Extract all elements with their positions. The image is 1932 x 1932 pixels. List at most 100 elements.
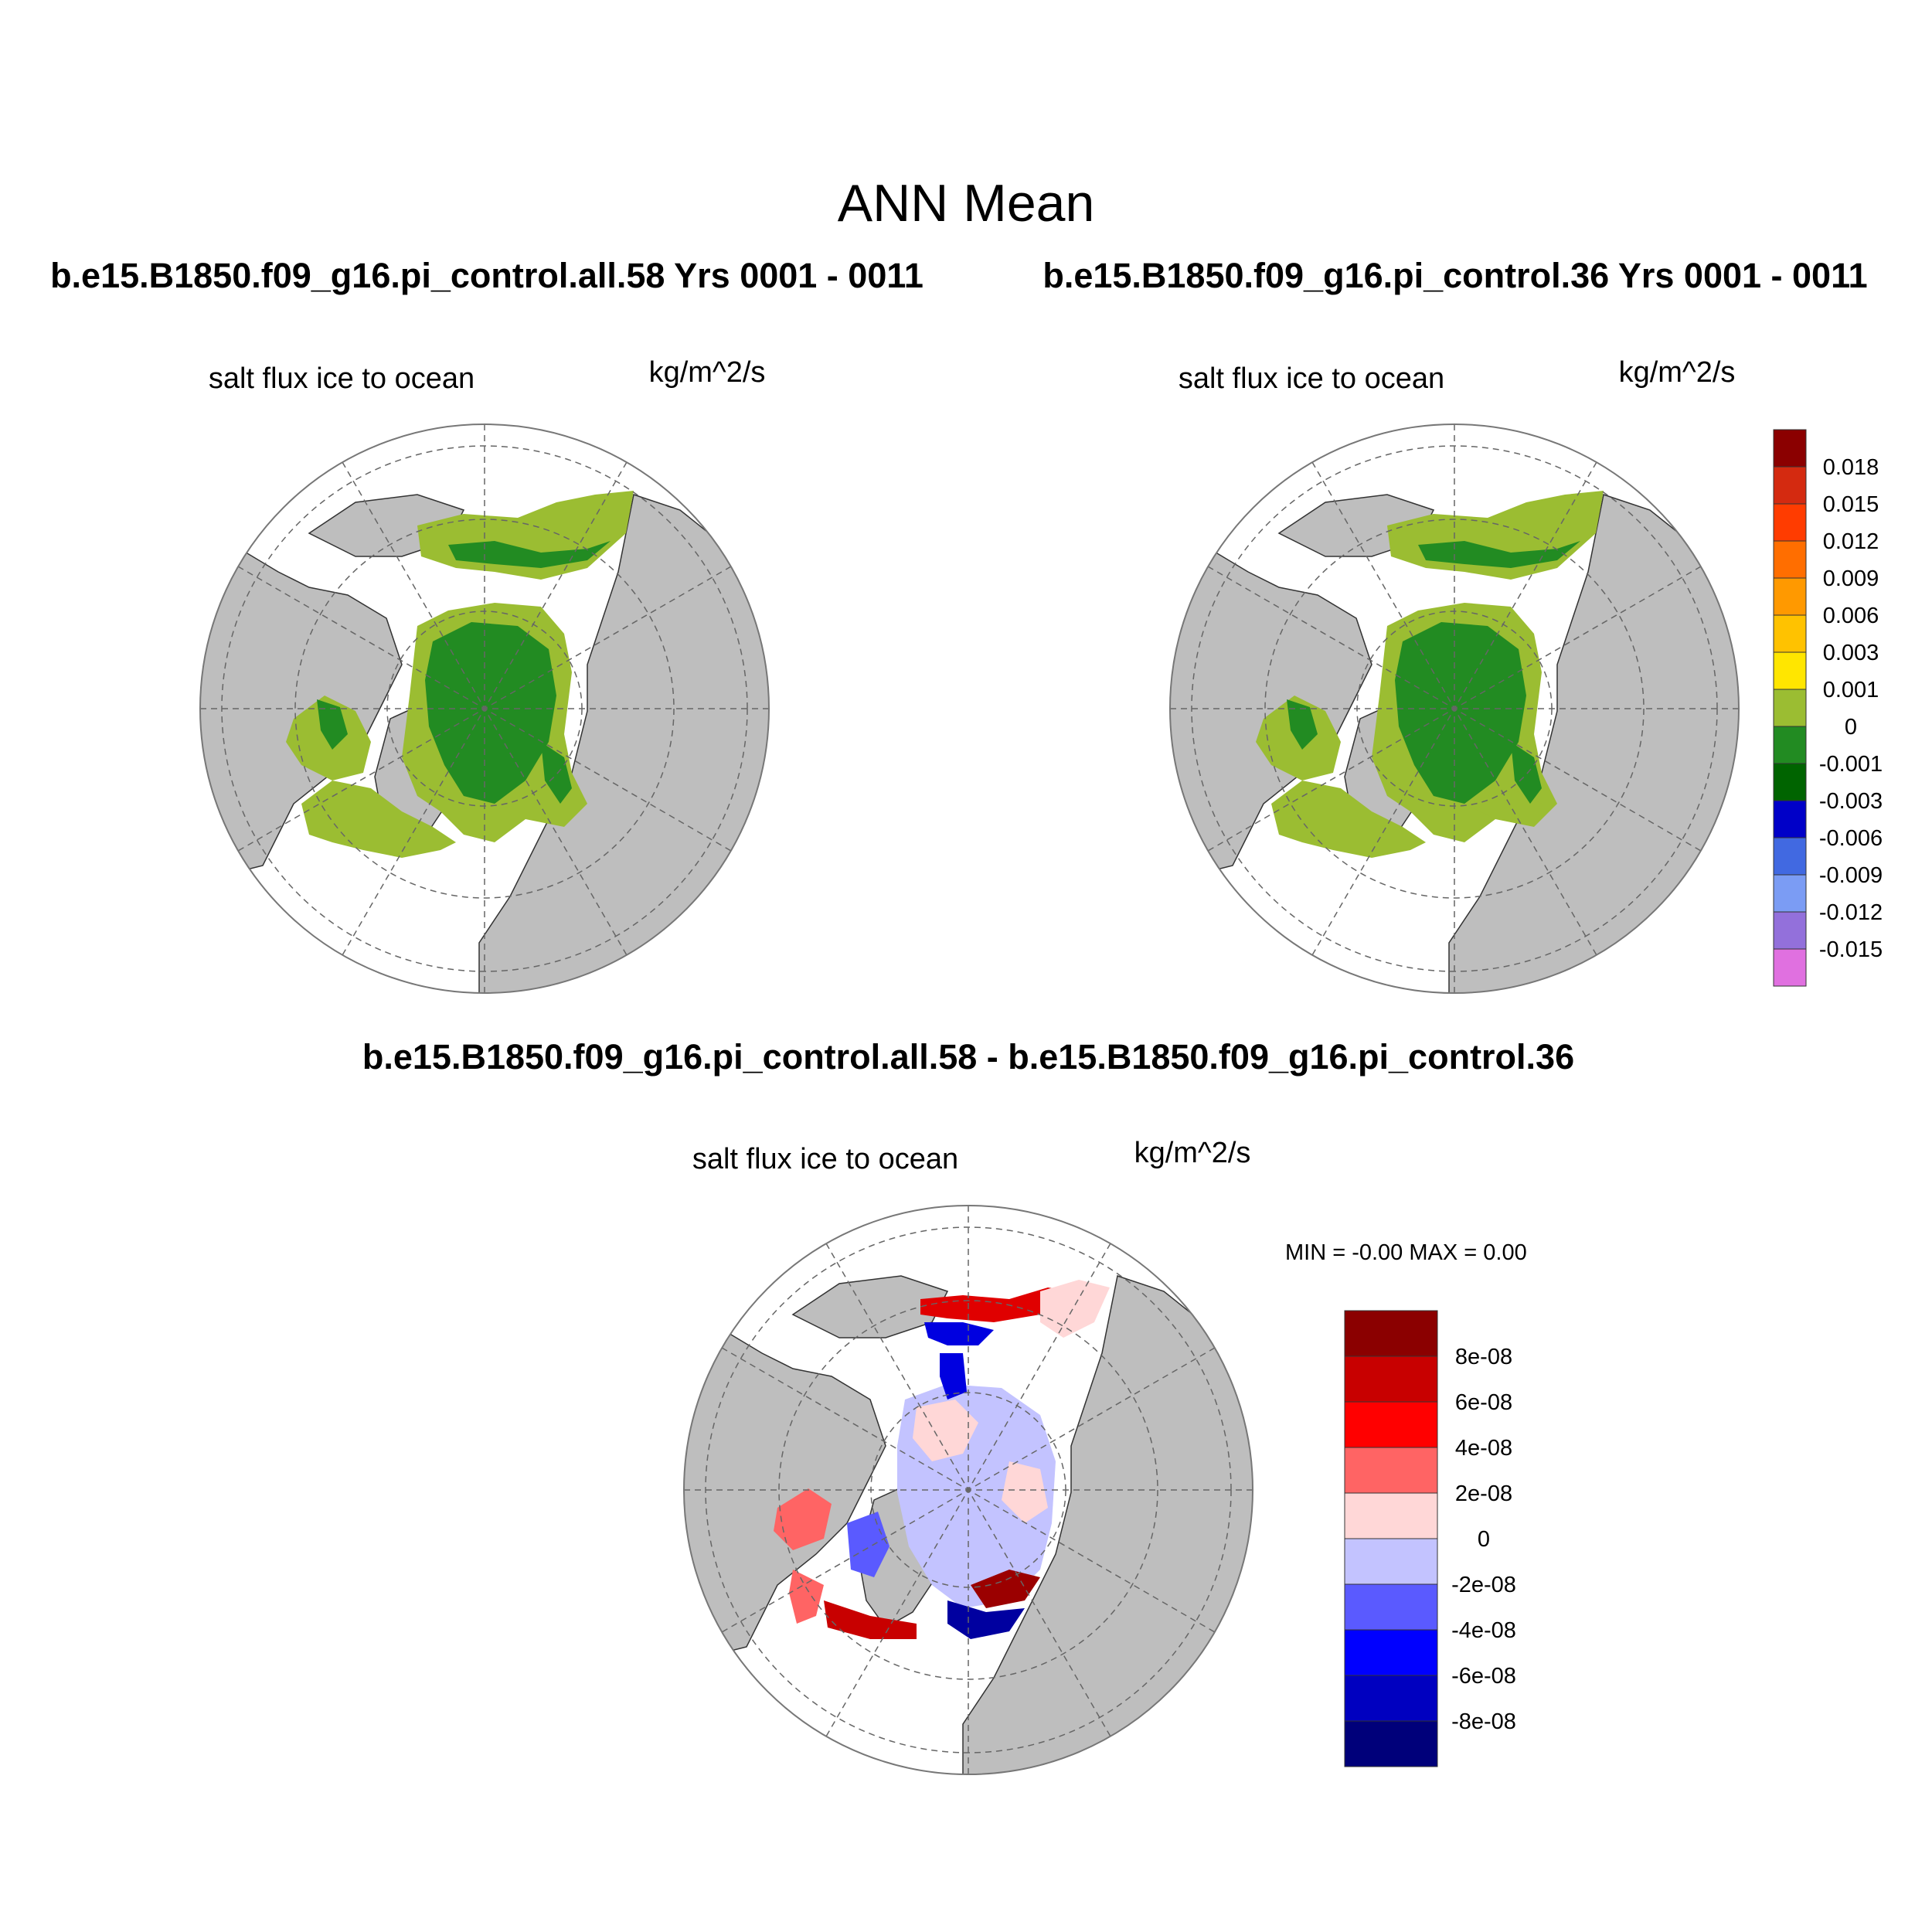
colorbar-tick-label: 6e-08	[1455, 1390, 1512, 1415]
colorbar-tick-label: -0.015	[1819, 937, 1883, 962]
diff-light-red-patch	[913, 1400, 978, 1461]
colorbar-tick-label: 2e-08	[1455, 1481, 1512, 1506]
sea-ice-field	[1256, 491, 1604, 858]
colorbar-box	[1773, 763, 1807, 801]
colorbar-box	[1773, 577, 1807, 616]
colorbar-tick-label: -8e-08	[1451, 1709, 1516, 1734]
colorbar-box	[1344, 1447, 1438, 1494]
colorbar-box	[1344, 1675, 1438, 1722]
colorbar-box	[1344, 1492, 1438, 1539]
latitude-circle-60	[778, 1300, 1158, 1680]
field-label-top-left: salt flux ice to ocean	[209, 362, 474, 395]
colorbar-box	[1773, 503, 1807, 542]
polar-map-top-right	[1169, 423, 1740, 994]
diff-red-west	[789, 1570, 824, 1624]
map-gridlines	[684, 1206, 1253, 1774]
diff-red-north	[920, 1287, 1071, 1322]
meridian-150	[1207, 566, 1702, 852]
difference-field	[774, 1280, 1110, 1639]
ice-neg-central	[425, 622, 556, 804]
ice-pos-barents	[1464, 788, 1542, 819]
units-top-right: kg/m^2/s	[1619, 356, 1736, 389]
colorbar-tick-label: 0.009	[1823, 566, 1879, 591]
field-label-top-right: salt flux ice to ocean	[1179, 362, 1444, 395]
colorbar-box	[1773, 726, 1807, 764]
polar-map-top-left	[199, 423, 770, 994]
ice-neg-east	[541, 742, 572, 804]
diff-red-labrador	[774, 1488, 832, 1550]
colorbar-box	[1773, 651, 1807, 690]
colorbar-box	[1773, 689, 1807, 727]
map-border	[1169, 423, 1740, 994]
colorbar-box	[1773, 466, 1807, 505]
colorbar-tick-label: 0	[1845, 715, 1857, 740]
colorbar-box	[1773, 614, 1807, 653]
colorbar-box	[1344, 1355, 1438, 1403]
map-gridlines	[1170, 424, 1739, 993]
colorbar-tick-label: -0.001	[1819, 752, 1883, 777]
colorbar-tick-label: -0.012	[1819, 900, 1883, 925]
land-masses	[684, 1275, 1253, 1774]
colorbar-box	[1344, 1720, 1438, 1767]
colorbar-tick-label: -0.003	[1819, 789, 1883, 814]
units-bottom: kg/m^2/s	[1134, 1137, 1251, 1169]
diff-blue-north	[924, 1322, 994, 1345]
meridian-150	[721, 1347, 1216, 1633]
colorbar-box	[1344, 1583, 1438, 1631]
latitude-circle-60	[294, 519, 675, 899]
main-title: ANN Mean	[838, 174, 1095, 233]
colorbar-tick-label: -0.006	[1819, 826, 1883, 851]
sea-ice-field	[286, 491, 634, 858]
colorbar-tick-label: 0.006	[1823, 604, 1879, 628]
colorbar-tick-label: -4e-08	[1451, 1618, 1516, 1643]
field-label-bottom: salt flux ice to ocean	[692, 1143, 958, 1175]
diff-light-red-patch-2	[1002, 1461, 1048, 1523]
ice-pos-labrador	[301, 781, 456, 858]
colorbar-box	[1773, 948, 1807, 987]
colorbar-top: 0.018 0.015 0.012 0.009 0.006 0.003 0.001 0 -0.0…	[1773, 429, 1883, 987]
colorbar-tick-label: 0	[1478, 1527, 1490, 1552]
ice-neg-east	[1511, 742, 1542, 804]
colorbar-box	[1344, 1629, 1438, 1676]
colorbar-box	[1344, 1310, 1438, 1357]
minmax-text: MIN = -0.00 MAX = 0.00	[1285, 1240, 1527, 1265]
colorbar-box	[1773, 874, 1807, 913]
diff-blue-strait	[940, 1353, 967, 1400]
map-border	[683, 1205, 1253, 1775]
map-gridlines	[200, 424, 769, 993]
colorbar-tick-label: 4e-08	[1455, 1436, 1512, 1461]
colorbar-tick-label: 0.015	[1823, 492, 1879, 517]
colorbar-tick-label: 0.012	[1823, 529, 1879, 554]
colorbar-tick-label: -0.009	[1819, 863, 1883, 888]
colorbar-tick-label: 0.018	[1823, 455, 1879, 480]
colorbar-tick-label: -2e-08	[1451, 1573, 1516, 1597]
polar-map-difference	[683, 1205, 1253, 1775]
colorbar-tick-label: -6e-08	[1451, 1664, 1516, 1689]
diff-darkred-barents	[971, 1570, 1040, 1608]
latitude-circle-60	[1264, 519, 1645, 899]
ice-neg-west	[1287, 699, 1318, 750]
colorbar-box	[1773, 540, 1807, 579]
ice-neg-central	[1395, 622, 1526, 804]
map-border	[199, 423, 770, 994]
case-title-top-left: b.e15.B1850.f09_g16.pi_control.all.58 Yr…	[50, 256, 923, 295]
colorbar-tick-label: 0.001	[1823, 678, 1879, 702]
case-title-bottom: b.e15.B1850.f09_g16.pi_control.all.58 - …	[362, 1037, 1574, 1077]
colorbar-box	[1773, 800, 1807, 838]
colorbar-box	[1344, 1538, 1438, 1585]
colorbar-tick-label: 8e-08	[1455, 1345, 1512, 1369]
diff-blue-baffin	[847, 1512, 889, 1577]
colorbar-bottom: 8e-08 6e-08 4e-08 2e-08 0 -2e-08 -4e-08 -6e-08 -…	[1344, 1310, 1516, 1767]
diff-darkblue-barents	[947, 1600, 1025, 1639]
ice-pos-barents	[495, 788, 572, 819]
case-title-top-right: b.e15.B1850.f09_g16.pi_control.36 Yrs 00…	[1043, 256, 1867, 295]
colorbar-box	[1773, 837, 1807, 876]
ice-pos-labrador	[1271, 781, 1426, 858]
colorbar-box	[1773, 429, 1807, 468]
meridian-150	[237, 566, 732, 852]
units-top-left: kg/m^2/s	[649, 356, 766, 389]
colorbar-box	[1344, 1401, 1438, 1448]
colorbar-box	[1773, 911, 1807, 950]
ice-neg-west	[317, 699, 348, 750]
